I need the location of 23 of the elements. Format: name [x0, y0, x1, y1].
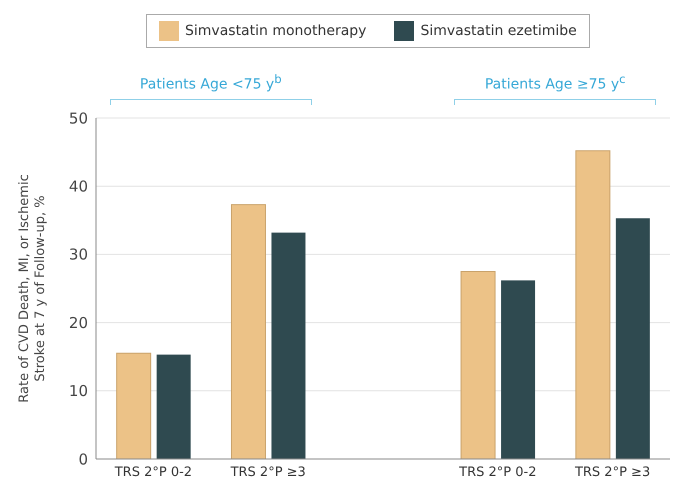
bar [575, 150, 610, 459]
x-tick-label: TRS 2°P ≥3 [574, 465, 650, 480]
legend-label: Simvastatin monotherapy [185, 23, 366, 39]
bar [116, 352, 152, 459]
y-tick-label: 40 [68, 178, 88, 196]
bar [230, 204, 266, 459]
bar [156, 354, 191, 459]
text: Patients Age <75 y$^{b}$ [138, 72, 283, 93]
bar [616, 218, 650, 459]
bar [501, 280, 536, 459]
bar [460, 270, 496, 459]
y-tick-label: 50 [68, 109, 88, 128]
y-tick-label: 30 [68, 246, 88, 264]
x-tick-label: TRS 2°P 0-2 [458, 465, 536, 480]
legend-label: Simvastatin ezetimibe [420, 23, 577, 39]
x-tick-label: TRS 2°P ≥3 [230, 465, 306, 480]
x-tick-label: TRS 2°P 0-2 [114, 465, 192, 480]
y-tick-label: 10 [68, 382, 88, 400]
y-tick-label: 20 [68, 314, 88, 332]
y-tick-label: 0 [78, 450, 88, 468]
bar [271, 232, 306, 459]
text: Patients Age ≥75 y$^{c}$ [484, 72, 627, 93]
y-axis-title: Rate of CVD Death, MI, or Ischemic Stroke at 7 y of Follow-up, % [17, 174, 48, 403]
